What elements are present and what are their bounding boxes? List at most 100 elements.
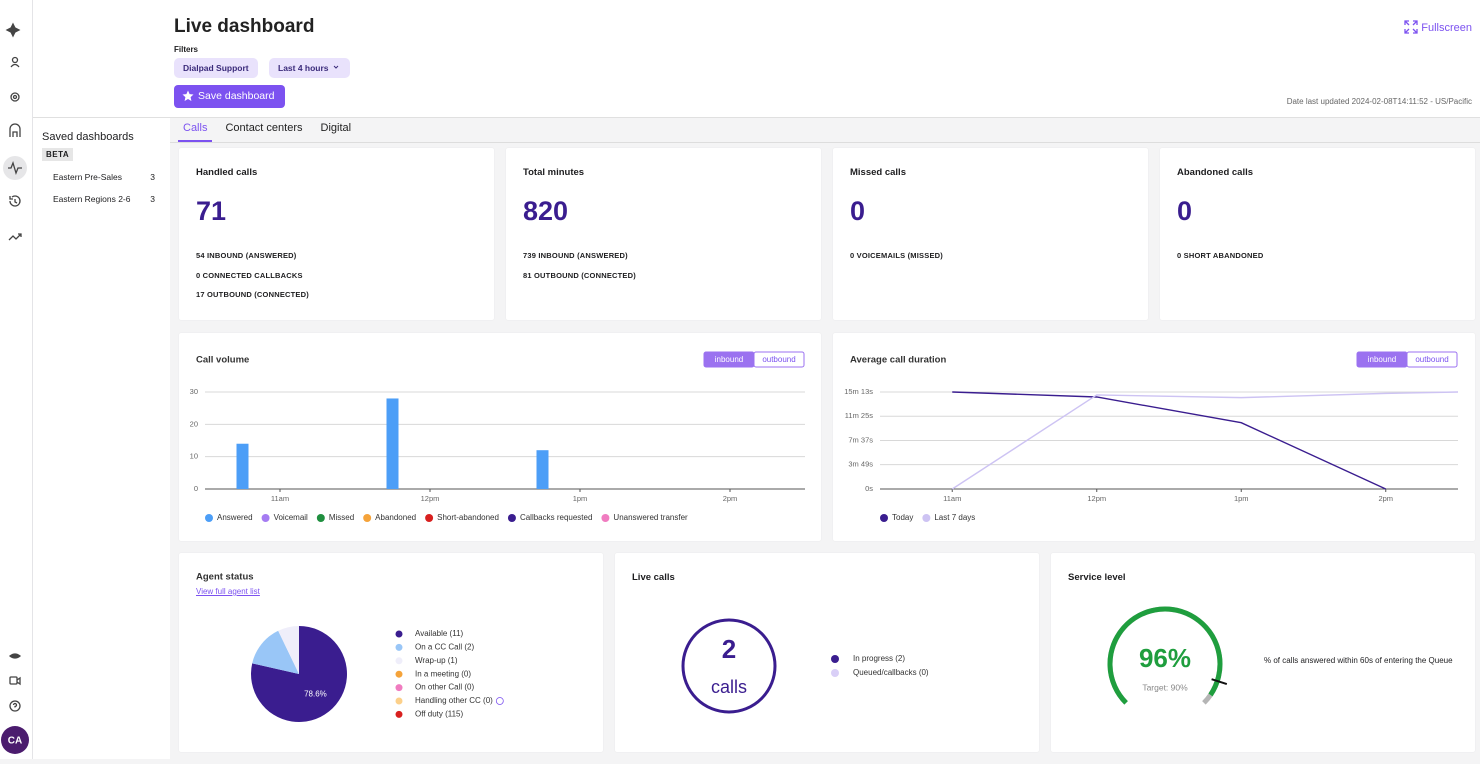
stat-card: Handled calls 71 54 INBOUND (ANSWERED) 0 CO… — [179, 148, 494, 320]
x-tick-label: 11am — [943, 494, 961, 503]
ai-icon[interactable] — [5, 22, 21, 38]
legend-dot — [395, 630, 403, 638]
avatar-initials: CA — [8, 736, 22, 747]
card-title: Average call duration — [850, 355, 946, 366]
legend-dot — [205, 514, 213, 522]
x-tick-label: 1pm — [573, 494, 588, 503]
legend-label: Handling other CC (0) — [415, 696, 493, 705]
stat-detail: 0 VOICEMAILS (MISSED) — [850, 251, 943, 260]
tab[interactable]: Calls — [178, 118, 213, 142]
saved-item[interactable]: Eastern Pre-Sales 3 — [53, 172, 155, 182]
avatar[interactable] — [1, 726, 29, 754]
legend-label: In a meeting (0) — [415, 669, 471, 678]
live-calls-card: Live calls 2 calls In progress (2) Queued… — [615, 553, 1039, 752]
legend-label: Short-abandoned — [437, 513, 499, 522]
legend-dot — [922, 514, 931, 522]
saved-dashboards: Saved dashboards BETA Eastern Pre-Sales 3… — [33, 118, 170, 759]
toggle-label: outbound — [1415, 355, 1448, 364]
slice-label: 78.6% — [304, 690, 327, 699]
info-icon — [495, 697, 504, 705]
service-value: 96% — [1139, 643, 1191, 673]
pie-slice — [278, 626, 299, 674]
legend-label: Available (11) — [415, 629, 464, 638]
legend-dot — [880, 514, 888, 522]
tab[interactable]: Contact centers — [225, 122, 303, 134]
fullscreen-button[interactable]: Fullscreen — [1404, 20, 1472, 34]
toggle-button[interactable] — [753, 351, 805, 368]
chip-text: Dialpad Support — [183, 63, 249, 73]
page-title: Live dashboard — [174, 16, 315, 37]
icon-rail: CA — [0, 0, 33, 759]
saved-count: 3 — [150, 172, 155, 182]
history-icon[interactable] — [9, 195, 21, 207]
tabs: Calls Contact centers Digital — [170, 118, 1480, 143]
filter-chip[interactable]: Dialpad Support — [174, 58, 258, 78]
stat-value: 71 — [196, 196, 227, 226]
legend-dot — [425, 514, 434, 522]
card-title: Call volume — [196, 355, 249, 366]
live-icon[interactable] — [8, 161, 22, 175]
stat-value: 820 — [523, 196, 569, 226]
saved-name: Eastern Pre-Sales — [53, 172, 122, 182]
live-calls: 2 calls In progress (2) Queued/callbacks … — [681, 618, 929, 714]
y-tick-label: 0s — [865, 484, 873, 493]
legend-dot — [316, 514, 325, 522]
help-icon[interactable] — [9, 700, 21, 712]
legend-label: On other Call (0) — [415, 683, 474, 692]
chart-card: Call volume inbound outbound 0 10 20 30 11am 12p… — [179, 333, 821, 541]
legend-label: Unanswered transfer — [613, 513, 688, 522]
saved-count: 3 — [150, 194, 155, 204]
x-tick-label: 12pm — [1087, 494, 1106, 503]
bar — [236, 443, 249, 489]
stat-value: 0 — [1177, 196, 1193, 226]
y-tick-label: 10 — [190, 452, 198, 461]
fullscreen-icon — [1404, 20, 1418, 34]
calls-unit: calls — [711, 677, 747, 697]
misc-icon[interactable] — [8, 653, 22, 659]
filter-chip[interactable]: Last 4 hours — [269, 58, 350, 78]
legend-dot — [395, 657, 403, 665]
card-title: Handled calls — [196, 167, 258, 178]
agent-status-chart: Agent status 78.6% Available (11) On a CC C… — [196, 572, 504, 722]
routing-icon[interactable] — [9, 123, 21, 137]
filters-label: Filters — [174, 45, 199, 54]
pie-slice — [252, 630, 299, 674]
y-tick-label: 11m 25s — [845, 411, 873, 420]
y-tick-label: 20 — [190, 419, 198, 428]
stat-card: Missed calls 0 0 VOICEMAILS (MISSED) — [833, 148, 1148, 320]
gauge-target — [1211, 678, 1228, 686]
saved-item[interactable]: Eastern Regions 2-6 3 — [53, 194, 155, 204]
save-label: Save dashboard — [198, 90, 275, 102]
card-title: Live calls — [632, 572, 675, 583]
saved-title: Saved dashboards — [42, 131, 134, 143]
legend-dot — [831, 655, 839, 663]
card-title: Agent status — [196, 572, 254, 583]
legend-dot — [507, 514, 516, 522]
tab[interactable]: Digital — [320, 122, 352, 134]
chevron — [333, 65, 339, 69]
toggle-label: outbound — [762, 355, 795, 364]
trend-icon[interactable] — [8, 233, 22, 241]
line — [951, 391, 1459, 490]
stat-detail: 739 INBOUND (ANSWERED) — [523, 251, 628, 260]
legend-dot — [261, 514, 270, 522]
save-button[interactable]: Save dashboard — [174, 85, 285, 108]
legend-dot — [601, 514, 610, 522]
y-tick-label: 3m 49s — [848, 460, 873, 469]
card-title: Missed calls — [850, 167, 906, 178]
user-icon[interactable] — [11, 56, 19, 64]
toggle-button[interactable] — [1406, 351, 1458, 368]
pie-slice — [251, 626, 347, 722]
bar — [536, 450, 549, 489]
star-icon — [182, 90, 194, 101]
legend-label: Abandoned — [375, 513, 416, 522]
service-gauge: 96% Target: 90% — [1107, 606, 1228, 705]
legend-label: In progress (2) — [853, 654, 905, 663]
settings-icon[interactable] — [10, 92, 20, 102]
header: Live dashboard Filters Dialpad Support L… — [33, 0, 1480, 118]
legend-label: Missed — [329, 513, 354, 522]
agent-list-link[interactable]: View full agent list — [196, 587, 260, 596]
call-volume-chart: Call volume inbound outbound 0 10 20 30 11am 12p… — [190, 351, 805, 522]
last-updated: Date last updated 2024-02-08T14:11:52 - … — [1286, 97, 1472, 106]
video-icon[interactable] — [9, 676, 18, 685]
